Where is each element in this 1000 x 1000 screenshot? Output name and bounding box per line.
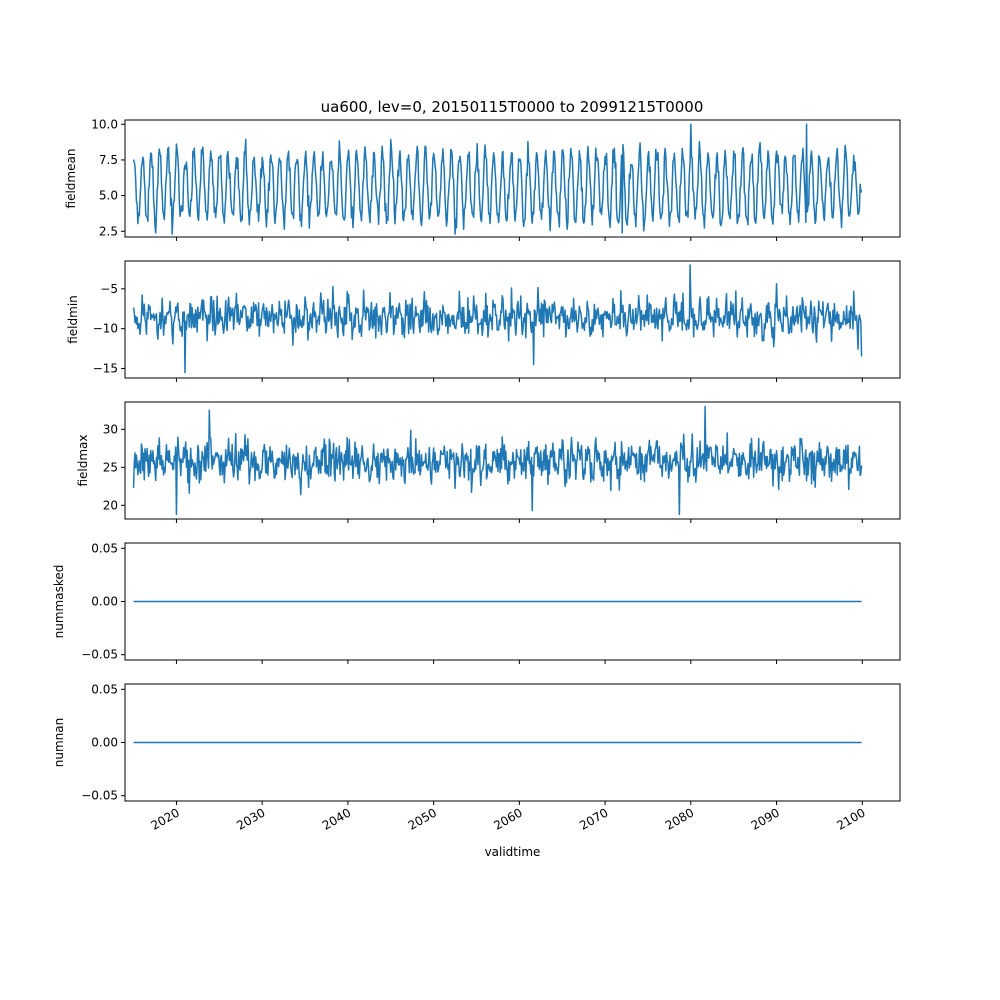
axes-frame-fieldmax — [124, 401, 901, 520]
y-axis-label-fieldmax: fieldmax — [76, 434, 90, 486]
y-tick-label: −15 — [93, 361, 118, 375]
y-tick-label: 0.05 — [91, 682, 118, 696]
subplot-fieldmax: 20 25 30 fieldmax — [76, 401, 901, 523]
y-axis-label-numnan: numnan — [52, 718, 66, 767]
series-line-fieldmean-0 — [132, 123, 863, 235]
series-line-fieldmin-0 — [132, 264, 863, 374]
y-tick-label: 0.00 — [91, 736, 118, 750]
y-tick-label: 25 — [103, 460, 118, 474]
y-tick-label: −0.05 — [81, 789, 118, 803]
subplot-nummasked: −0.05 0.00 0.05 nummasked — [52, 541, 901, 664]
y-tick-label: 0.00 — [91, 595, 118, 609]
y-tick-label: 30 — [103, 422, 118, 436]
y-tick-label: 0.05 — [91, 541, 118, 555]
chart-title: ua600, lev=0, 20150115T0000 to 20991215T… — [321, 98, 704, 116]
subplot-fieldmin: −15 −10 −5 fieldmin — [66, 260, 901, 382]
y-tick-label: 10.0 — [91, 117, 118, 131]
y-tick-label: 2.5 — [99, 224, 118, 238]
y-axis-label-fieldmin: fieldmin — [66, 295, 80, 344]
series-line-fieldmax-0 — [132, 405, 863, 516]
y-tick-label: 5.0 — [99, 189, 118, 203]
y-tick-label: 20 — [103, 498, 118, 512]
y-axis-label-fieldmean: fieldmean — [64, 149, 78, 209]
subplot-panels: 2.5 5.0 7.5 10.0 fieldmean −15 −10 −5 fieldmin 20… — [52, 117, 901, 859]
subplot-fieldmean: 2.5 5.0 7.5 10.0 fieldmean — [64, 117, 901, 241]
axes-frame-fieldmean — [124, 119, 901, 238]
y-tick-label: −5 — [100, 282, 118, 296]
y-tick-label: −0.05 — [81, 648, 118, 662]
axes-frame-fieldmin — [124, 260, 901, 379]
y-axis-label-nummasked: nummasked — [52, 565, 66, 639]
y-tick-label: 7.5 — [99, 153, 118, 167]
y-tick-label: −10 — [93, 322, 118, 336]
x-axis-label: validtime — [485, 845, 541, 859]
